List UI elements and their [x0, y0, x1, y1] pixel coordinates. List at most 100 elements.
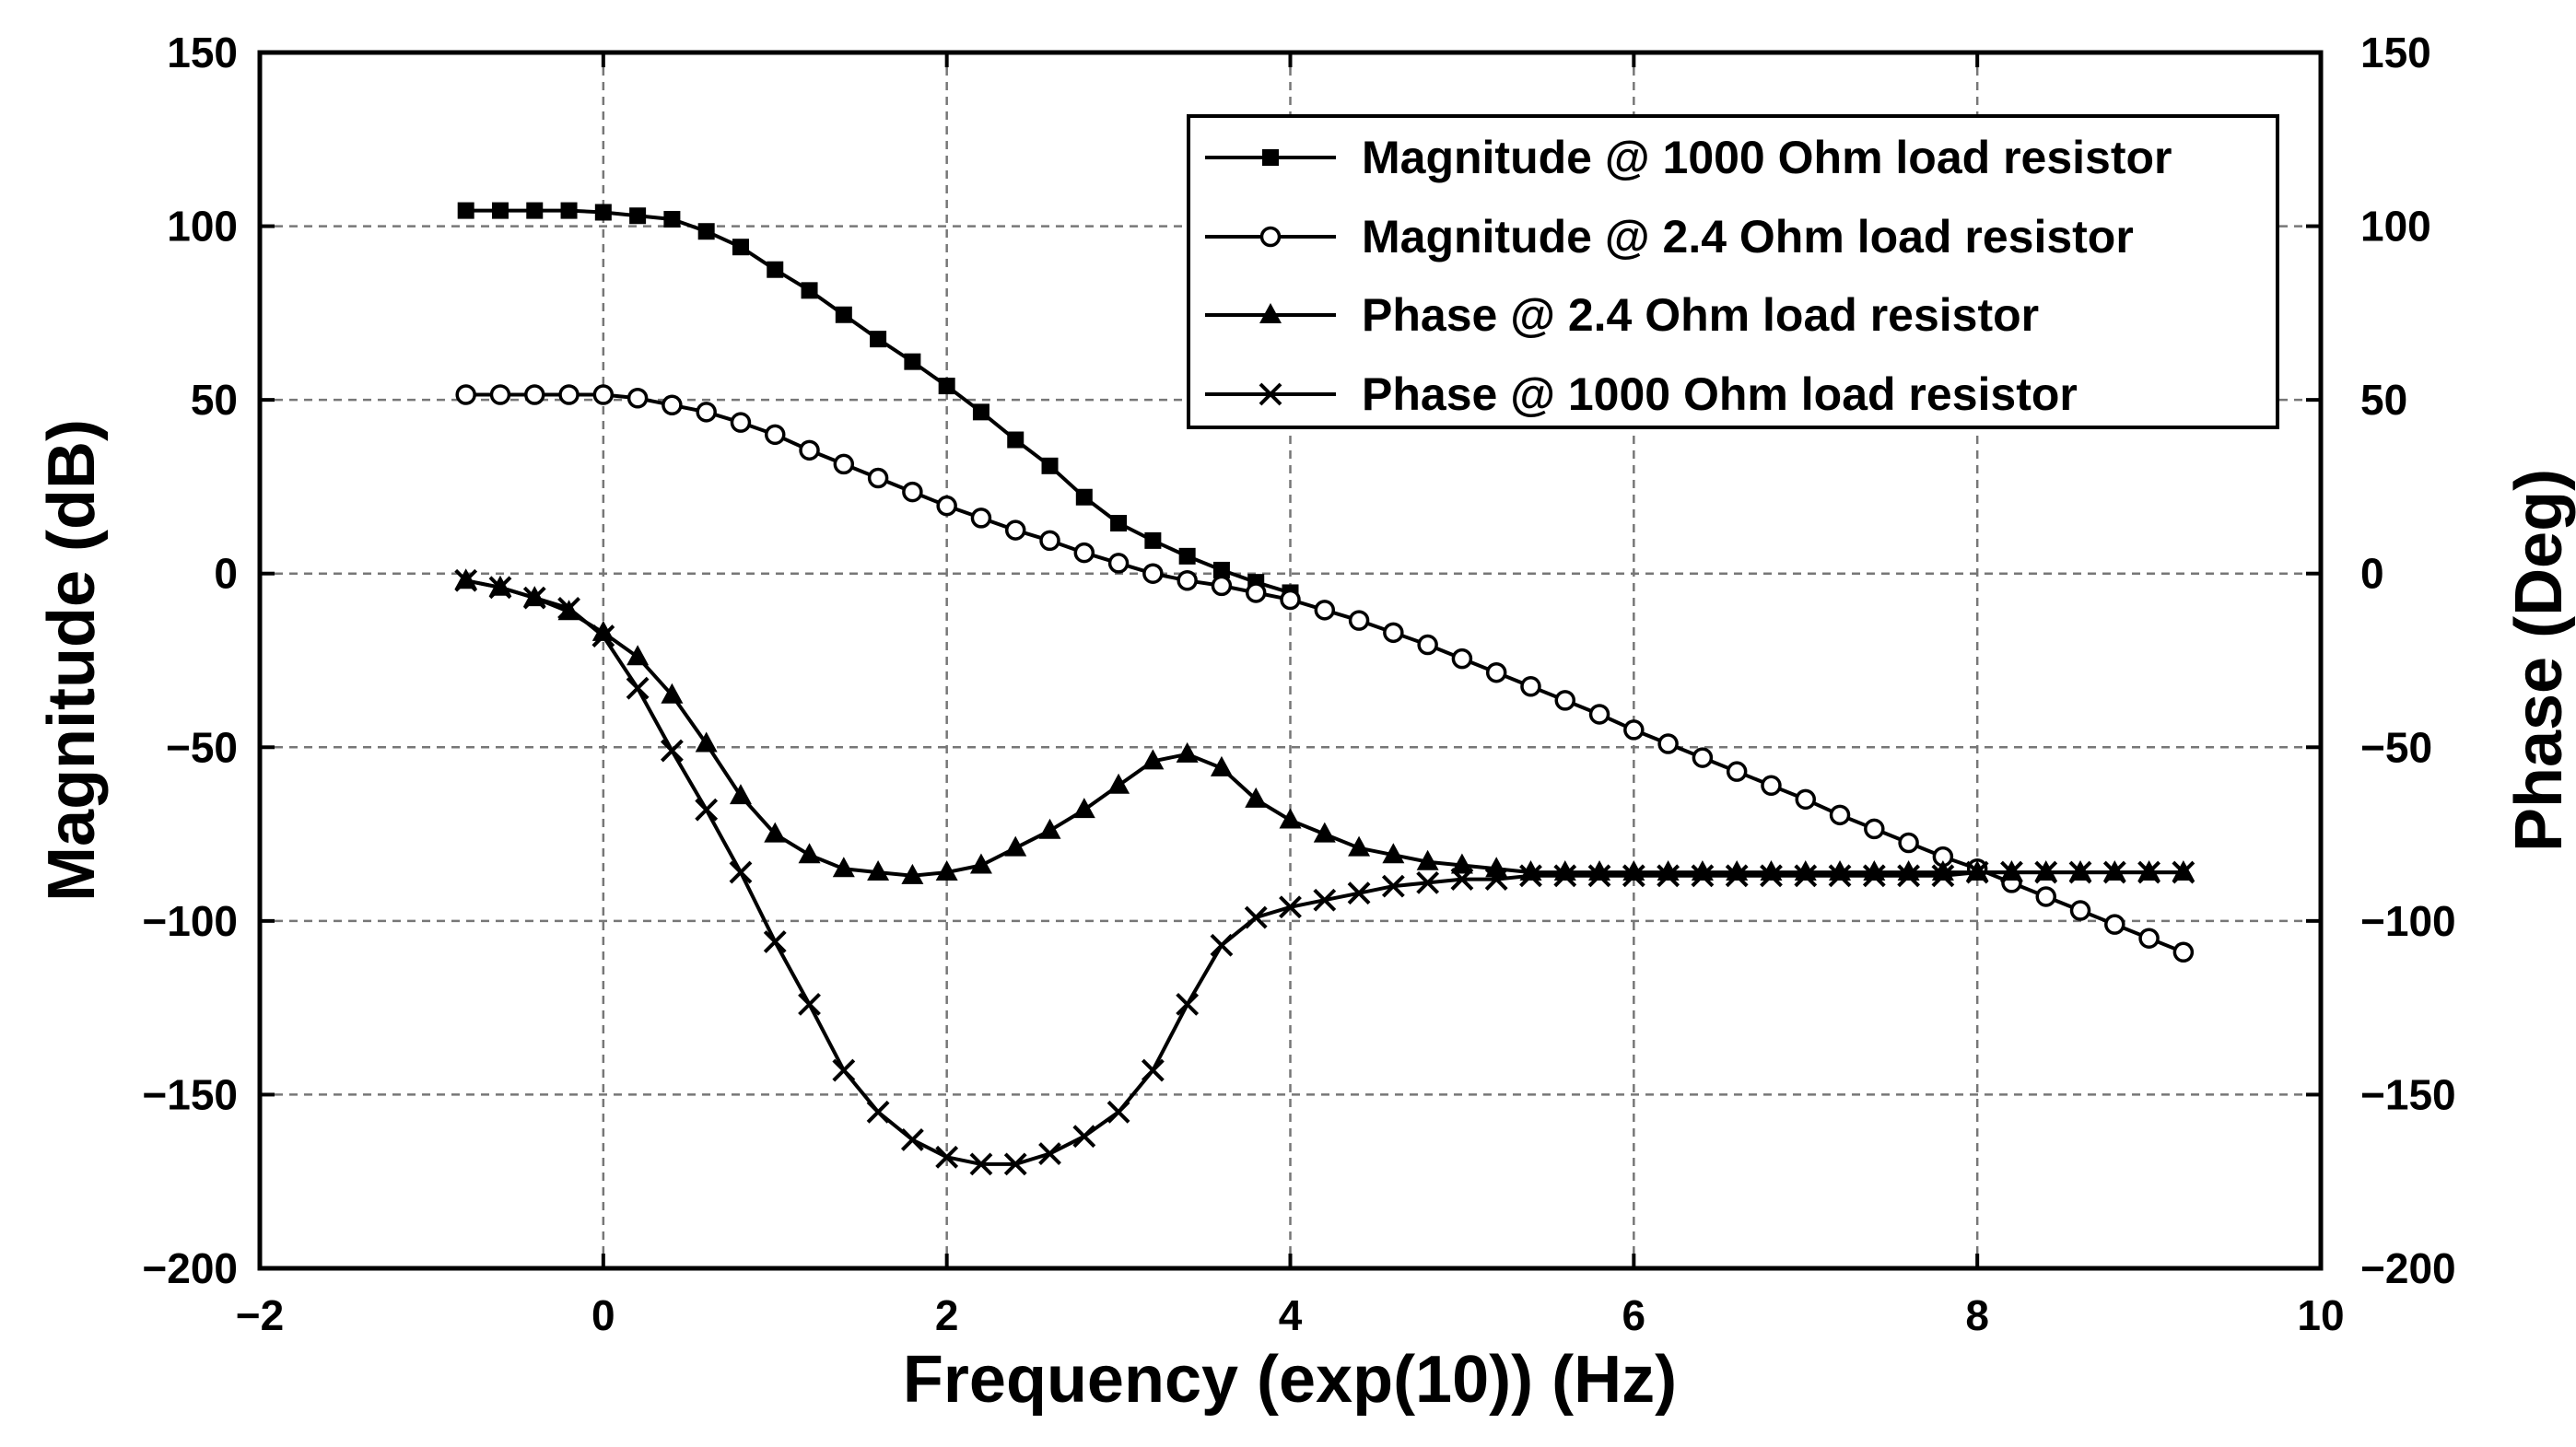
data-point: [1725, 864, 1749, 888]
data-point: [1007, 431, 1025, 449]
legend-item: Phase @ 2.4 Ohm load resistor: [1205, 289, 2039, 341]
data-point: [902, 481, 923, 503]
data-point: [832, 857, 855, 878]
data-point: [969, 853, 992, 874]
legend-item: Magnitude @ 1000 Ohm load resistor: [1205, 132, 2172, 183]
data-point: [1210, 755, 1233, 776]
data-point: [1623, 719, 1645, 741]
data-point: [867, 467, 889, 489]
data-point: [1726, 761, 1748, 782]
legend-label: Phase @ 1000 Ohm load resistor: [1362, 368, 2078, 420]
data-point: [936, 495, 957, 517]
data-point: [1178, 547, 1196, 565]
series-circle: [455, 384, 2195, 963]
data-point: [870, 331, 887, 348]
data-point: [557, 597, 580, 620]
data-point: [732, 239, 749, 256]
series-square: [457, 202, 1299, 601]
data-point: [833, 453, 855, 475]
y-tick-label-left: 0: [214, 550, 238, 598]
data-point: [1107, 553, 1130, 574]
data-point: [799, 439, 820, 461]
data-point: [1107, 1100, 1130, 1124]
y-axis-right-label: Phase (Deg): [2502, 469, 2576, 852]
data-point: [660, 739, 684, 763]
data-point: [763, 930, 787, 953]
data-point: [455, 384, 476, 405]
data-point: [1211, 575, 1233, 597]
data-point: [526, 202, 544, 219]
data-point: [697, 223, 715, 240]
x-tick-label: −2: [236, 1291, 284, 1339]
data-point: [696, 402, 717, 423]
y-tick-label-right: 0: [2360, 550, 2384, 598]
legend: Magnitude @ 1000 Ohm load resistor Magnit…: [1187, 114, 2279, 429]
data-point: [1862, 864, 1886, 888]
data-point: [801, 282, 818, 299]
data-point: [1484, 868, 1508, 892]
data-point: [629, 207, 647, 225]
data-point: [1657, 733, 1679, 754]
data-point: [1004, 519, 1026, 541]
data-point: [662, 394, 683, 416]
data-point: [1176, 992, 1200, 1016]
data-point: [972, 403, 989, 421]
y-tick-label-left: −150: [142, 1070, 238, 1118]
data-point: [1041, 457, 1059, 474]
legend-marker: [1262, 149, 1279, 166]
legend-label: Phase @ 2.4 Ohm load resistor: [1362, 289, 2039, 341]
series-x: [454, 568, 2195, 1176]
y-tick-label-right: −200: [2360, 1244, 2456, 1292]
data-point: [489, 384, 511, 405]
data-point: [970, 508, 992, 529]
data-point: [1381, 874, 1405, 898]
data-point: [1313, 822, 1336, 843]
data-point: [1142, 563, 1164, 584]
data-point: [2172, 860, 2195, 884]
legend-label: Magnitude @ 1000 Ohm load resistor: [1362, 132, 2172, 183]
y-tick-label-left: 100: [167, 203, 238, 251]
data-point: [935, 1145, 959, 1169]
data-point: [1519, 864, 1542, 888]
data-point: [1245, 582, 1267, 603]
data-point: [661, 683, 684, 704]
data-point: [591, 620, 615, 641]
y-tick-label-right: 100: [2360, 203, 2431, 251]
data-point: [663, 211, 681, 228]
data-point: [1691, 864, 1715, 888]
data-point: [1554, 690, 1576, 711]
data-point: [1931, 864, 1955, 888]
data-point: [1897, 864, 1921, 888]
data-point: [1210, 933, 1234, 957]
legend-item: Magnitude @ 2.4 Ohm load resistor: [1205, 211, 2134, 263]
data-point: [835, 306, 852, 323]
data-point: [938, 378, 955, 395]
data-point: [626, 388, 649, 409]
data-point: [1072, 1125, 1096, 1149]
data-point: [454, 568, 478, 592]
data-point: [1451, 648, 1473, 670]
data-point: [1587, 864, 1611, 888]
data-point: [1176, 741, 1199, 763]
data-point: [1073, 542, 1095, 564]
data-point: [729, 784, 752, 805]
data-point: [1692, 747, 1714, 768]
legend-marker: [1259, 303, 1282, 323]
data-point: [1416, 849, 1439, 870]
legend-marker: [1259, 226, 1282, 248]
data-point: [935, 860, 958, 881]
data-point: [764, 822, 787, 843]
data-point: [2068, 860, 2092, 884]
data-point: [1003, 1152, 1027, 1176]
data-point: [1110, 515, 1128, 532]
ticks: −2 0 2 4 6 8 10 150 150 100 100 50 50 0 0 −50 −50 −100 −10…: [142, 29, 2455, 1339]
data-point: [1794, 864, 1818, 888]
data-point: [1245, 787, 1268, 808]
legend-box: [1187, 114, 2279, 429]
x-axis-label: Frequency (exp(10)) (Hz): [903, 1343, 1677, 1417]
data-point: [592, 384, 615, 405]
data-point: [2138, 928, 2160, 949]
legend-label: Magnitude @ 2.4 Ohm load resistor: [1362, 211, 2134, 263]
y-axis-left-label: Magnitude (dB): [35, 419, 109, 902]
data-point: [591, 624, 615, 648]
